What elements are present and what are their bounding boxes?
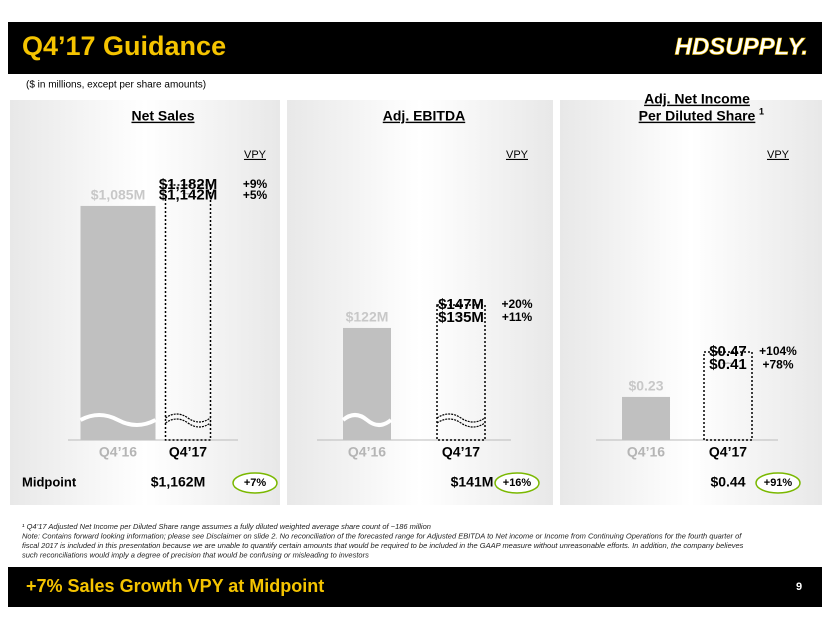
vpy-badge — [755, 472, 801, 494]
subtitle: ($ in millions, except per share amounts… — [26, 80, 206, 91]
value-label: $122M — [346, 309, 389, 325]
axis-break — [436, 418, 486, 428]
vpy-value: +9% — [243, 177, 268, 191]
midpoint-label: Midpoint — [22, 474, 77, 489]
axis-break — [341, 413, 393, 427]
range-bar — [703, 351, 753, 441]
page-number: 9 — [796, 581, 802, 593]
midpoint-value: $0.44 — [710, 474, 745, 490]
midpoint-value: $1,162M — [151, 474, 205, 490]
range-bar — [436, 304, 486, 441]
midpoint-value: $141M — [451, 474, 494, 490]
vpy-header: VPY — [506, 149, 529, 161]
value-label: $135M — [438, 309, 484, 326]
axis-break — [436, 413, 486, 423]
value-label: $1,085M — [91, 187, 145, 203]
logo: HDSUPPLY. — [675, 33, 808, 60]
title-note: 1 — [759, 106, 764, 116]
slide-title: Q4’17 Guidance — [22, 31, 226, 61]
x-tick-label: Q4’17 — [169, 444, 207, 460]
x-tick-label: Q4’16 — [348, 444, 386, 460]
vpy-value: +20% — [501, 297, 532, 311]
axis-break — [165, 418, 211, 428]
vpy-badge — [232, 472, 278, 494]
footnote: fiscal 2017 is included in this presenta… — [22, 541, 744, 550]
axis-break — [165, 413, 211, 423]
x-tick-label: Q4’16 — [627, 444, 665, 460]
vpy-value: +78% — [762, 357, 793, 371]
vpy-badge — [494, 472, 540, 494]
value-label: $0.47 — [709, 343, 747, 360]
x-tick-label: Q4’17 — [442, 444, 480, 460]
footnote: Note: Contains forward looking informati… — [22, 531, 742, 540]
vpy-header: VPY — [244, 149, 267, 161]
midpoint-vpy: +16% — [503, 477, 532, 489]
vpy-value: +11% — [502, 310, 533, 324]
value-label: $147M — [438, 296, 484, 313]
midpoint-vpy: +91% — [764, 477, 793, 489]
chart-title: Net Sales — [131, 108, 194, 124]
bar — [80, 205, 156, 440]
footnote: such reconciliations would imply a degre… — [22, 550, 369, 559]
vpy-value: +5% — [243, 188, 268, 202]
chart-title: Adj. Net Income — [644, 91, 750, 107]
vpy-header: VPY — [767, 149, 790, 161]
value-label: $0.41 — [709, 356, 747, 373]
x-tick-label: Q4’17 — [709, 444, 747, 460]
vpy-value: +104% — [759, 344, 797, 358]
panel — [560, 100, 822, 505]
value-label: $1,182M — [159, 176, 217, 193]
x-tick-label: Q4’16 — [99, 444, 137, 460]
footer-bar — [8, 567, 822, 607]
value-label: $0.23 — [628, 378, 663, 394]
range-bar — [164, 184, 212, 441]
chart-title: Adj. EBITDA — [383, 108, 465, 124]
footnote: ¹ Q4’17 Adjusted Net Income per Diluted … — [22, 522, 431, 531]
midpoint-vpy: +7% — [244, 477, 267, 489]
value-label: $1,142M — [159, 187, 217, 204]
footer-text: +7% Sales Growth VPY at Midpoint — [26, 576, 324, 596]
bar — [622, 396, 670, 440]
chart-title: Per Diluted Share — [639, 108, 756, 124]
axis-break — [79, 413, 157, 427]
panel — [287, 100, 553, 505]
header-bar — [8, 22, 822, 74]
